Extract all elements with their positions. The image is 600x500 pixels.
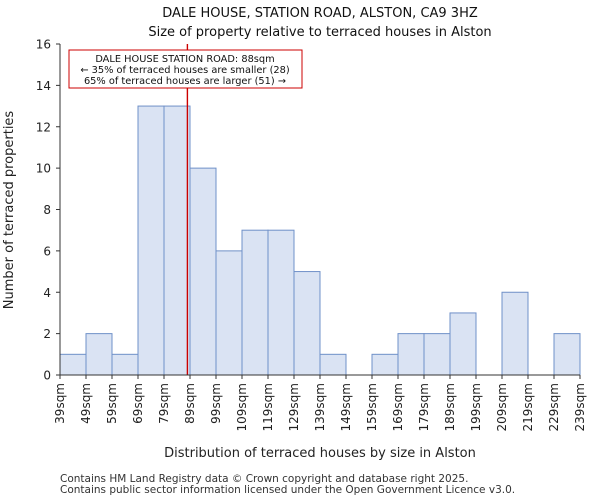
x-tick-label-179sqm: 179sqm — [417, 383, 431, 431]
chart-title: DALE HOUSE, STATION ROAD, ALSTON, CA9 3H… — [162, 6, 478, 21]
bar-189sqm — [449, 312, 477, 376]
x-tick-label-129sqm: 129sqm — [287, 383, 301, 431]
annotation-line-1: DALE HOUSE STATION ROAD: 88sqm — [95, 54, 274, 65]
x-axis-label: Distribution of terraced houses by size … — [164, 446, 476, 461]
bar-109sqm — [241, 229, 269, 376]
x-tick-label-159sqm: 159sqm — [365, 383, 379, 431]
x-tick-label-229sqm: 229sqm — [547, 383, 561, 431]
x-tick-label-209sqm: 209sqm — [495, 383, 509, 431]
annotation-line-3: 65% of terraced houses are larger (51) → — [84, 76, 286, 87]
x-tick-label-219sqm: 219sqm — [521, 383, 535, 431]
x-tick-label-109sqm: 109sqm — [235, 383, 249, 431]
x-tick-label-49sqm: 49sqm — [79, 383, 93, 424]
y-axis-label: Number of terraced properties — [2, 111, 17, 310]
bar-89sqm — [189, 167, 217, 376]
bar-49sqm — [85, 333, 113, 376]
y-tick-label-12: 12 — [36, 120, 51, 134]
bar-99sqm — [215, 250, 243, 376]
x-tick-label-69sqm: 69sqm — [131, 383, 145, 424]
annotation-line-2: ← 35% of terraced houses are smaller (28… — [80, 65, 289, 76]
x-tick-label-79sqm: 79sqm — [157, 383, 171, 424]
x-tick-label-89sqm: 89sqm — [183, 383, 197, 424]
y-tick-label-8: 8 — [43, 203, 51, 217]
y-tick-label-4: 4 — [43, 286, 51, 300]
x-tick-label-169sqm: 169sqm — [391, 383, 405, 431]
chart-subtitle: Size of property relative to terraced ho… — [148, 25, 491, 40]
bar-209sqm — [501, 291, 529, 376]
y-ticks-group: 0 2 4 6 8 10 12 14 16 — [36, 38, 60, 383]
x-tick-label-239sqm: 239sqm — [573, 383, 587, 431]
y-tick-label-14: 14 — [36, 79, 51, 93]
x-tick-label-139sqm: 139sqm — [313, 383, 327, 431]
x-tick-label-199sqm: 199sqm — [469, 383, 483, 431]
bar-159sqm — [371, 353, 399, 376]
y-tick-label-6: 6 — [43, 244, 51, 258]
y-tick-label-2: 2 — [43, 327, 51, 341]
footer-line-1: Contains HM Land Registry data © Crown c… — [60, 473, 468, 485]
x-tick-label-149sqm: 149sqm — [339, 383, 353, 431]
bar-119sqm — [267, 229, 295, 376]
bar-179sqm — [423, 333, 451, 376]
bar-39sqm — [59, 353, 87, 376]
bar-69sqm — [137, 105, 165, 376]
x-tick-label-59sqm: 59sqm — [105, 383, 119, 424]
bar-169sqm — [397, 333, 425, 376]
bar-139sqm — [319, 353, 347, 376]
y-tick-label-16: 16 — [36, 38, 51, 52]
y-tick-label-0: 0 — [43, 369, 51, 383]
x-tick-label-99sqm: 99sqm — [209, 383, 223, 424]
annotation-frame — [68, 49, 303, 89]
x-tick-label-189sqm: 189sqm — [443, 383, 457, 431]
bar-129sqm — [293, 271, 321, 376]
bar-79sqm — [163, 105, 191, 376]
x-ticks-group: 39sqm 49sqm 59sqm 69sqm 79sqm 89sqm 99sqm 109sq… — [53, 375, 587, 431]
bar-229sqm — [553, 333, 581, 376]
bar-59sqm — [111, 353, 139, 376]
x-tick-label-39sqm: 39sqm — [53, 383, 67, 424]
y-tick-label-10: 10 — [36, 162, 51, 176]
footer-line-2: Contains public sector information licen… — [60, 484, 515, 496]
bars-group — [59, 105, 581, 376]
annotation-box: DALE HOUSE STATION ROAD: 88sqm ← 35% of … — [68, 49, 303, 89]
x-tick-label-119sqm: 119sqm — [261, 383, 275, 431]
